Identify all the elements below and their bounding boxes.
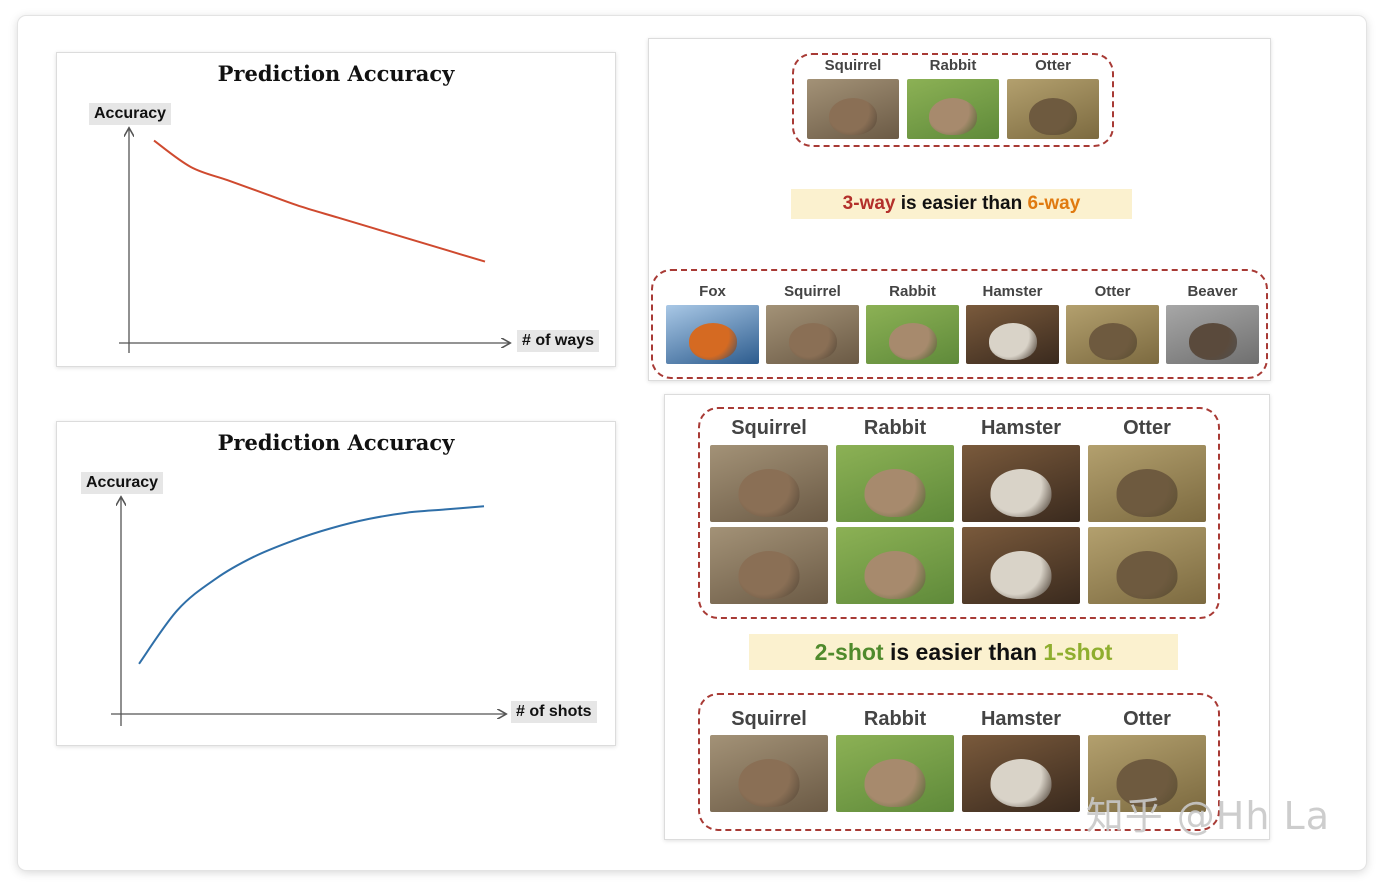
shots-caption: 2-shot is easier than 1-shot <box>749 634 1178 670</box>
photo-squirrel-6way-1 <box>766 305 859 364</box>
one-shot-group <box>698 693 1220 831</box>
hamster-figure <box>990 759 1052 808</box>
label-hamster: Hamster <box>980 417 1062 439</box>
photo-squirrel-3way-0 <box>807 79 899 139</box>
label-rabbit: Rabbit <box>889 283 936 300</box>
photo-squirrel-1shot-0 <box>710 735 828 812</box>
label-rabbit: Rabbit <box>863 708 927 730</box>
photo-otter-1shot-3 <box>1088 735 1206 812</box>
label-fox: Fox <box>699 283 726 300</box>
shots-accuracy-line <box>138 505 485 665</box>
ways-x-axis-label: # of ways <box>517 330 600 352</box>
label-otter: Otter <box>1123 417 1171 439</box>
photo-otter-2shot-b-3 <box>1088 527 1206 604</box>
ways-demo-panel: Squirrel Rabbit Otter 3-way is easier than… <box>648 38 1271 381</box>
hamster-figure <box>988 323 1037 361</box>
label-otter: Otter <box>1123 708 1171 730</box>
label-rabbit: Rabbit <box>929 57 977 74</box>
squirrel-figure <box>788 323 837 361</box>
rabbit-figure <box>864 469 926 518</box>
photo-hamster-1shot-2 <box>962 735 1080 812</box>
otter-figure <box>1116 759 1178 808</box>
photo-rabbit-1shot-1 <box>836 735 954 812</box>
label-squirrel: Squirrel <box>731 708 807 730</box>
photo-rabbit-3way-1 <box>907 79 999 139</box>
shots-y-axis-label: Accuracy <box>81 472 164 494</box>
three-way-group <box>792 53 1114 147</box>
squirrel-figure <box>738 759 800 808</box>
shots-chart-title: Prediction Accuracy <box>217 430 455 455</box>
photo-fox-6way-0 <box>666 305 759 364</box>
figure-frame: Prediction Accuracy Accuracy # of ways P… <box>18 16 1366 870</box>
two-shot-group <box>698 407 1220 619</box>
photo-hamster-2shot-a-2 <box>962 445 1080 522</box>
label-squirrel: Squirrel <box>824 57 882 74</box>
ways-caption: 3-way is easier than 6-way <box>791 189 1132 219</box>
photo-rabbit-2shot-a-1 <box>836 445 954 522</box>
six-way-group <box>651 269 1268 379</box>
shots-x-axis-label: # of shots <box>511 701 597 723</box>
caption-2-shot: 2-shot <box>814 639 884 665</box>
caption-easier-text-2: is easier than <box>883 639 1044 665</box>
ways-chart-panel: Prediction Accuracy Accuracy # of ways <box>56 52 616 367</box>
otter-figure <box>1116 469 1178 518</box>
hamster-figure <box>990 551 1052 600</box>
watermark: 知乎 @Hh La <box>1085 794 1330 838</box>
shots-demo-panel: Squirrel Rabbit Hamster Otter 2-shot is eas… <box>664 394 1270 840</box>
ways-y-axis-label: Accuracy <box>89 103 172 125</box>
photo-hamster-2shot-b-2 <box>962 527 1080 604</box>
beaver-figure <box>1188 323 1237 361</box>
photo-otter-3way-2 <box>1007 79 1099 139</box>
ways-accuracy-line <box>153 139 486 263</box>
photo-squirrel-2shot-b-0 <box>710 527 828 604</box>
photo-otter-6way-4 <box>1066 305 1159 364</box>
photo-rabbit-2shot-b-1 <box>836 527 954 604</box>
caption-1-shot: 1-shot <box>1043 639 1113 665</box>
photo-otter-2shot-a-3 <box>1088 445 1206 522</box>
label-otter: Otter <box>1035 57 1071 74</box>
label-squirrel: Squirrel <box>731 417 807 439</box>
caption-3-way: 3-way <box>842 193 896 214</box>
rabbit-figure <box>864 551 926 600</box>
fox-figure <box>688 323 737 361</box>
shots-chart-panel: Prediction Accuracy Accuracy # of shots <box>56 421 616 746</box>
squirrel-figure <box>738 469 800 518</box>
label-hamster: Hamster <box>980 708 1062 730</box>
photo-hamster-6way-3 <box>966 305 1059 364</box>
otter-figure <box>1116 551 1178 600</box>
shots-chart-plot <box>111 422 617 726</box>
ways-chart-plot <box>119 53 617 353</box>
label-rabbit: Rabbit <box>863 417 927 439</box>
caption-6-way: 6-way <box>1027 193 1081 214</box>
label-otter: Otter <box>1094 283 1131 300</box>
rabbit-figure <box>888 323 937 361</box>
otter-figure <box>1088 323 1137 361</box>
hamster-figure <box>990 469 1052 518</box>
label-hamster: Hamster <box>982 283 1043 300</box>
squirrel-figure <box>829 98 877 136</box>
label-beaver: Beaver <box>1187 283 1238 300</box>
rabbit-figure <box>929 98 977 136</box>
ways-chart-title: Prediction Accuracy <box>217 61 455 86</box>
caption-easier-text: is easier than <box>895 193 1028 214</box>
photo-beaver-6way-5 <box>1166 305 1259 364</box>
otter-figure <box>1029 98 1077 136</box>
photo-rabbit-6way-2 <box>866 305 959 364</box>
label-squirrel: Squirrel <box>784 283 841 300</box>
photo-squirrel-2shot-a-0 <box>710 445 828 522</box>
squirrel-figure <box>738 551 800 600</box>
rabbit-figure <box>864 759 926 808</box>
